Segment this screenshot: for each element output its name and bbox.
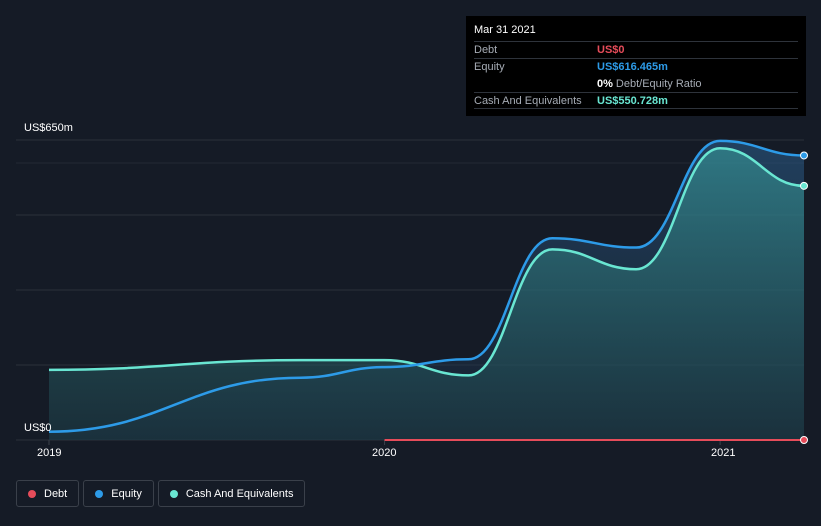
legend-dot-debt [28,489,36,498]
tooltip-debt-value: US$0 [597,44,625,56]
tooltip-equity-value: US$616.465m [597,61,668,73]
debt-end-marker [800,436,808,444]
tooltip-row-equity: Equity US$616.465m [474,58,798,75]
legend-item-cash[interactable]: Cash And Equivalents [157,480,306,507]
chart-legend: Debt Equity Cash And Equivalents [16,480,306,507]
x-tick-label-2019: 2019 [37,447,62,459]
tooltip-row-ratio: 0% Debt/Equity Ratio [474,75,798,92]
tooltip-row-cash: Cash And Equivalents US$550.728m [474,92,798,109]
legend-item-equity[interactable]: Equity [83,480,154,507]
cash-line [48,147,805,377]
data-tooltip: Mar 31 2021 Debt US$0 Equity US$616.465m… [466,16,806,116]
tooltip-cash-value: US$550.728m [597,94,668,107]
legend-item-debt[interactable]: Debt [16,480,80,507]
tooltip-ratio-label: Debt/Equity Ratio [615,77,702,90]
equity-line [48,139,805,433]
legend-label-debt: Debt [44,487,68,500]
x-tick-label-2021: 2021 [711,447,736,459]
tooltip-cash-label: Cash And Equivalents [474,94,582,107]
legend-label-equity: Equity [111,487,142,500]
y-axis-bottom-label: US$0 [24,422,52,434]
cash-end-marker [800,181,808,190]
tooltip-equity-label: Equity [474,61,505,73]
tooltip-row-debt: Debt US$0 [474,41,798,58]
x-tick-label-2020: 2020 [372,447,397,459]
cash-area [49,148,804,441]
legend-label-cash: Cash And Equivalents [185,487,294,500]
tooltip-ratio-value: 0% [597,77,613,90]
equity-end-marker [800,151,808,160]
legend-dot-equity [95,489,104,498]
tooltip-debt-label: Debt [474,44,498,56]
legend-dot-cash [169,489,178,498]
y-axis-top-label: US$650m [24,122,73,134]
tooltip-date: Mar 31 2021 [474,24,536,36]
